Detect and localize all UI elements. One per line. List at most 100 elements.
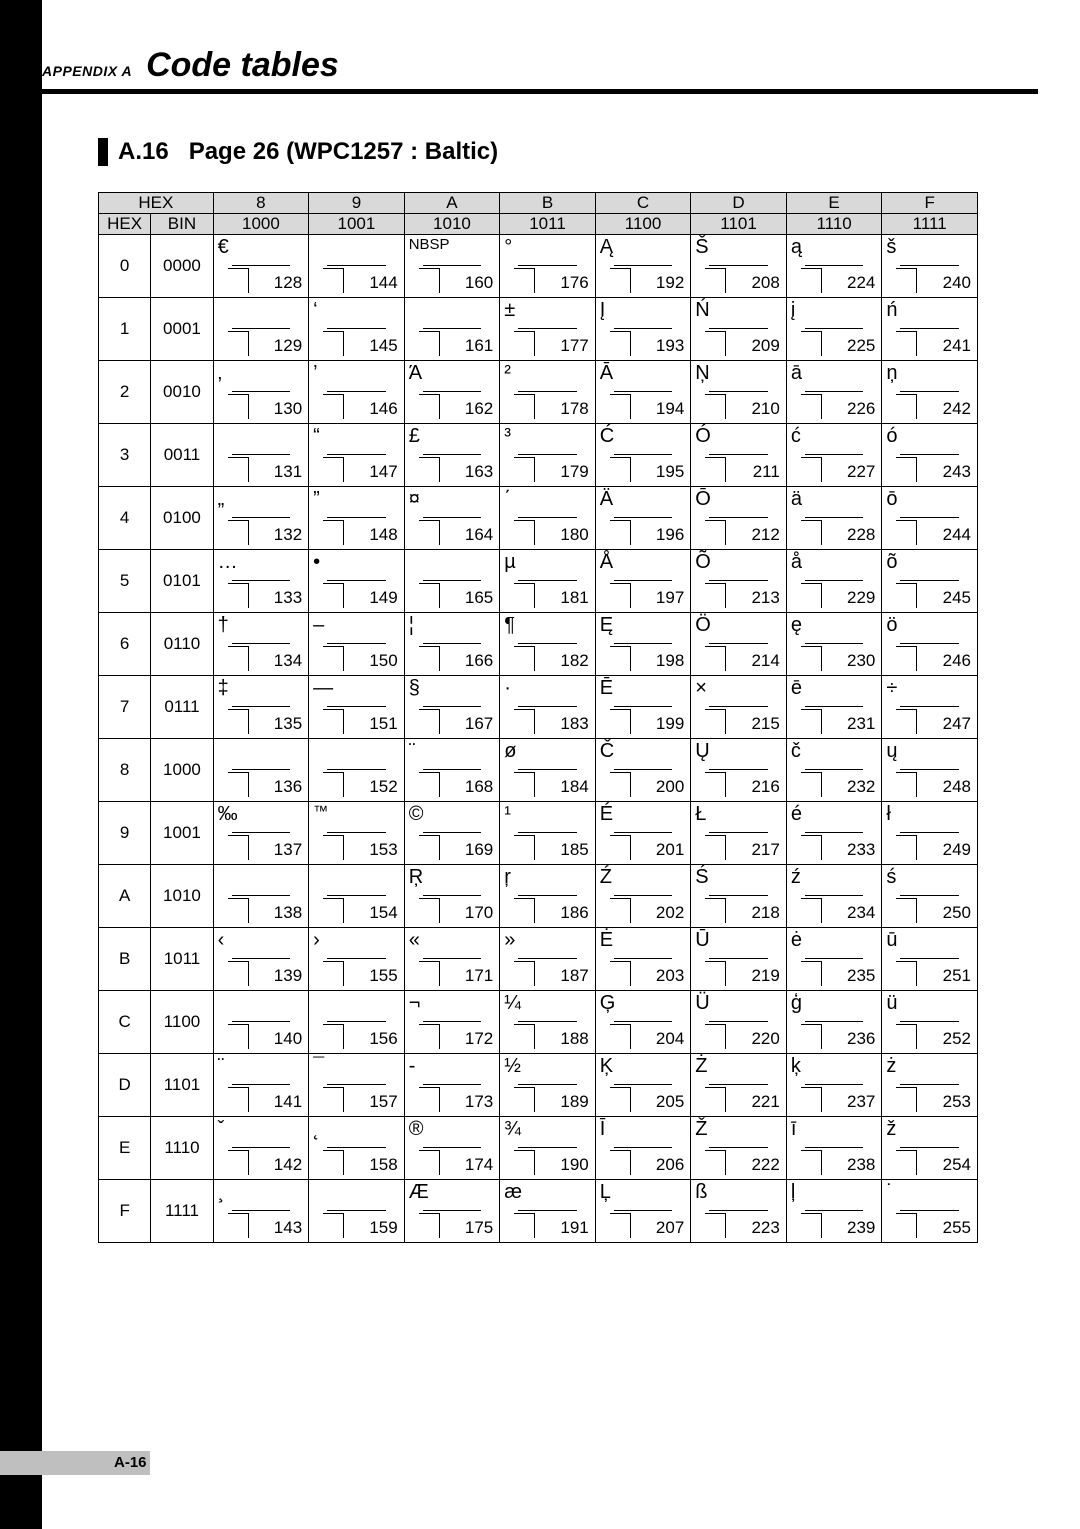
- cell-divider: [232, 1147, 291, 1148]
- glyph: €: [218, 237, 229, 257]
- decimal-value: 237: [847, 1092, 875, 1112]
- col-hex-B: B: [500, 193, 596, 214]
- cell-corner: [705, 1213, 726, 1238]
- cell-divider: [327, 265, 386, 266]
- decimal-value: 162: [465, 399, 493, 419]
- cell-corner: [610, 583, 631, 608]
- glyph-cell: ó243: [882, 424, 978, 487]
- glyph-cell: ¯157: [309, 1054, 405, 1117]
- cell-corner: [705, 268, 726, 293]
- cell-corner: [610, 331, 631, 356]
- cell-divider: [805, 454, 864, 455]
- glyph: ī: [791, 1119, 797, 1139]
- cell-corner: [228, 331, 249, 356]
- decimal-value: 191: [560, 1218, 588, 1238]
- page: APPENDIX A Code tables A.16 Page 26 (WPC…: [0, 0, 1080, 1529]
- glyph: ˛: [313, 1119, 320, 1139]
- decimal-value: 251: [943, 966, 971, 986]
- decimal-value: 209: [751, 336, 779, 356]
- glyph: “: [313, 426, 320, 446]
- decimal-value: 183: [560, 714, 588, 734]
- glyph-cell: Ź202: [595, 865, 691, 928]
- glyph-cell: į225: [786, 298, 882, 361]
- decimal-value: 219: [751, 966, 779, 986]
- glyph: š: [886, 237, 896, 257]
- decimal-value: 197: [656, 588, 684, 608]
- header-row-hex: HEX 8 9 A B C D E F: [99, 193, 978, 214]
- decimal-value: 225: [847, 336, 875, 356]
- cell-corner: [610, 394, 631, 419]
- decimal-value: 220: [751, 1029, 779, 1049]
- glyph-cell: Ž222: [691, 1117, 787, 1180]
- row-hex: 1: [99, 298, 151, 361]
- cell-corner: [228, 898, 249, 923]
- cell-divider: [900, 580, 959, 581]
- cell-divider: [900, 454, 959, 455]
- glyph-cell: 156: [309, 991, 405, 1054]
- row-hex: 3: [99, 424, 151, 487]
- glyph: Č: [600, 741, 614, 761]
- cell-corner: [896, 961, 917, 986]
- cell-divider: [614, 265, 673, 266]
- decimal-value: 214: [751, 651, 779, 671]
- glyph-cell: €128: [213, 235, 309, 298]
- cell-divider: [709, 1147, 768, 1148]
- cell-divider: [423, 832, 482, 833]
- cell-divider: [327, 454, 386, 455]
- cell-divider: [327, 958, 386, 959]
- cell-corner: [801, 772, 822, 797]
- decimal-value: 153: [369, 840, 397, 860]
- decimal-value: 216: [751, 777, 779, 797]
- cell-corner: [896, 646, 917, 671]
- glyph-cell: ū251: [882, 928, 978, 991]
- glyph-cell: Ń209: [691, 298, 787, 361]
- cell-corner: [323, 520, 344, 545]
- glyph: ś: [886, 867, 896, 887]
- decimal-value: 245: [943, 588, 971, 608]
- table-row: C1100140156¬172¼188Ģ204Ü220ģ236ü252: [99, 991, 978, 1054]
- glyph: ©: [409, 804, 424, 824]
- glyph-cell: ±177: [500, 298, 596, 361]
- row-bin: 1001: [151, 802, 213, 865]
- row-bin: 1100: [151, 991, 213, 1054]
- decimal-value: 235: [847, 966, 875, 986]
- header: APPENDIX A Code tables: [42, 46, 1038, 85]
- glyph: ŗ: [504, 867, 511, 887]
- glyph: ÷: [886, 678, 897, 698]
- cell-corner: [801, 457, 822, 482]
- decimal-value: 246: [943, 651, 971, 671]
- table-row: A1010138154Ŗ170ŗ186Ź202Ś218ź234ś250: [99, 865, 978, 928]
- cell-corner: [514, 898, 535, 923]
- glyph-cell: ¹185: [500, 802, 596, 865]
- cell-corner: [896, 835, 917, 860]
- cell-corner: [228, 1087, 249, 1112]
- cell-divider: [900, 1210, 959, 1211]
- table-row: D1101¨141¯157-173½189Ķ205Ż221ķ237ż253: [99, 1054, 978, 1117]
- glyph: ü: [886, 993, 897, 1013]
- glyph-cell: ‰137: [213, 802, 309, 865]
- glyph-cell: č232: [786, 739, 882, 802]
- decimal-value: 152: [369, 777, 397, 797]
- glyph-cell: é233: [786, 802, 882, 865]
- cell-corner: [323, 646, 344, 671]
- glyph-cell: ń241: [882, 298, 978, 361]
- glyph-cell: ³179: [500, 424, 596, 487]
- table-row: 20010‚130’146Ά162²178Ā194Ņ210ā226ņ242: [99, 361, 978, 424]
- row-bin: 1101: [151, 1054, 213, 1117]
- table-row: B1011‹139›155«171»187Ė203Ū219ė235ū251: [99, 928, 978, 991]
- decimal-value: 158: [369, 1155, 397, 1175]
- glyph: »: [504, 930, 515, 950]
- cell-corner: [419, 394, 440, 419]
- cell-divider: [327, 1084, 386, 1085]
- decimal-value: 184: [560, 777, 588, 797]
- glyph-cell: 159: [309, 1180, 405, 1243]
- cell-corner: [419, 583, 440, 608]
- cell-corner: [419, 520, 440, 545]
- decimal-value: 223: [751, 1218, 779, 1238]
- glyph-cell: ¦166: [404, 613, 500, 676]
- cell-corner: [228, 646, 249, 671]
- cell-divider: [614, 580, 673, 581]
- glyph-cell: ¬172: [404, 991, 500, 1054]
- glyph-cell: ø184: [500, 739, 596, 802]
- cell-divider: [232, 706, 291, 707]
